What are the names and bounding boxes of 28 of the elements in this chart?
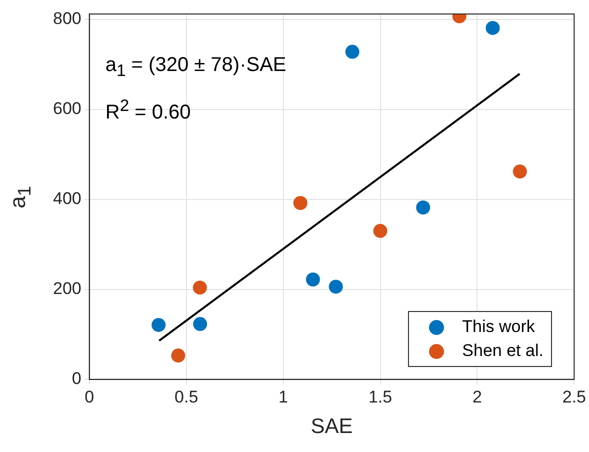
legend-label: Shen et al. (462, 341, 544, 362)
point (193, 317, 208, 332)
annotation: R$^{2}$ = 0.60 (105, 96, 191, 125)
point (328, 280, 343, 294)
y-tick-label: 0 (72, 369, 82, 388)
y-tick-label: 200 (52, 279, 82, 298)
x-tick-label: 0 (84, 387, 94, 406)
point (171, 348, 186, 363)
point (373, 224, 388, 238)
point (416, 200, 430, 214)
point (293, 196, 308, 210)
x-axis-title: SAE (310, 415, 353, 438)
y-tick-label: 400 (52, 189, 82, 208)
x-tick-label: 1 (278, 387, 288, 406)
x-tick-label: 0.5 (174, 387, 198, 406)
point (192, 280, 207, 295)
legend-label: This work (462, 317, 535, 338)
y-tick-label: 600 (52, 99, 82, 118)
point (512, 164, 527, 178)
point (152, 318, 166, 332)
y-tick-label: 800 (52, 9, 82, 28)
x-tick-label: 2.5 (562, 387, 586, 406)
x-tick-label: 2 (472, 387, 482, 406)
annotation: a$_{1}$ = (320 ± 78)·SAE (105, 54, 286, 81)
point (345, 44, 360, 59)
point (486, 20, 500, 35)
point (306, 272, 320, 286)
x-tick-label: 1.5 (368, 387, 392, 406)
